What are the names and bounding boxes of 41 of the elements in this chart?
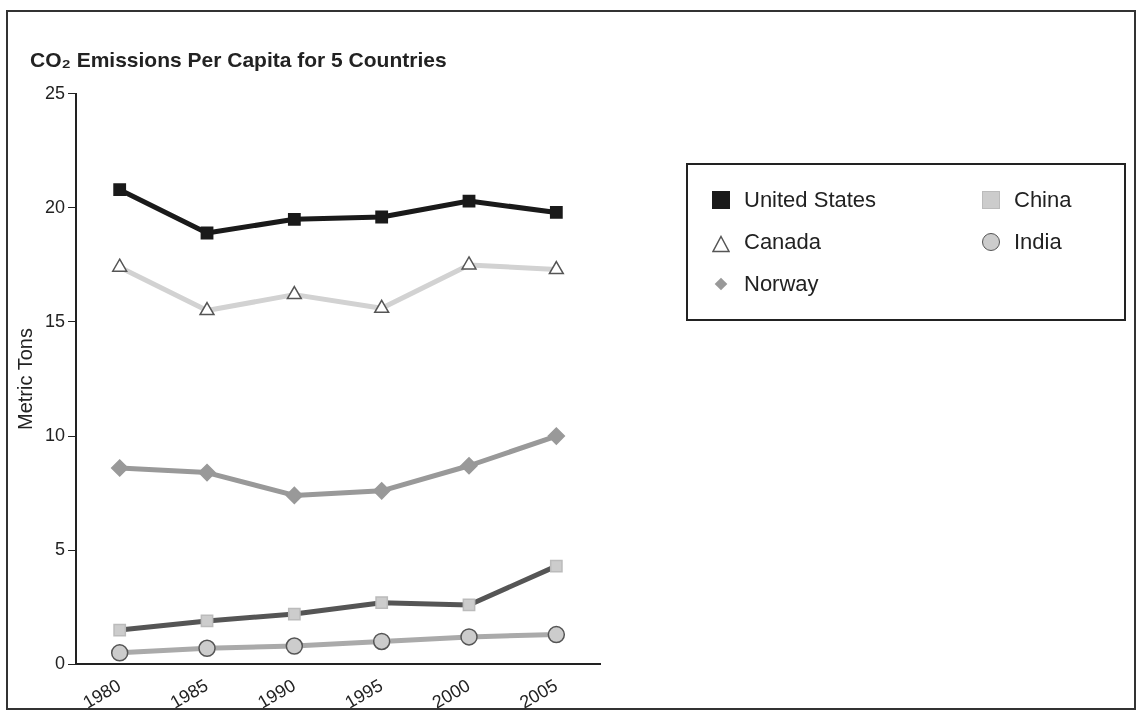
point [547,625,566,644]
point [460,457,478,475]
y-axis-title: Metric Tons [13,328,36,430]
point [287,212,301,226]
point [461,256,477,270]
point [286,285,303,300]
point [460,628,478,646]
legend-label: United States [744,187,877,213]
x-tick-label: 1995 [341,675,387,713]
y-tick-label: 15 [44,310,66,331]
y-tick-label: 5 [55,539,66,560]
point [110,644,129,662]
x-tick-label: 1985 [166,675,212,713]
x-tick-label: 2005 [516,675,561,713]
point [548,260,565,275]
point [372,632,391,651]
y-tick-label: 25 [44,82,66,103]
point [285,486,304,505]
point [112,258,128,272]
point [374,299,390,314]
point [372,482,391,500]
point [199,301,215,316]
point [113,183,127,197]
y-tick-label: 20 [44,196,66,217]
point [375,210,389,224]
legend-label: China [1014,187,1072,213]
x-tick-label: 2000 [428,675,474,713]
legend-label: Norway [744,271,819,297]
point [110,459,129,477]
point [549,206,563,219]
chart-title: CO₂ Emissions Per Capita for 5 Countries [30,48,447,72]
point [547,427,566,445]
x-tick-label: 1980 [79,675,125,713]
point [198,639,216,658]
y-tick-label: 10 [44,425,66,446]
x-tick-label: 1990 [254,675,299,713]
point [198,463,216,482]
legend-label: Canada [744,229,822,255]
point [285,637,304,655]
y-tick-label: 0 [55,653,66,674]
legend-label: India [1014,229,1062,255]
